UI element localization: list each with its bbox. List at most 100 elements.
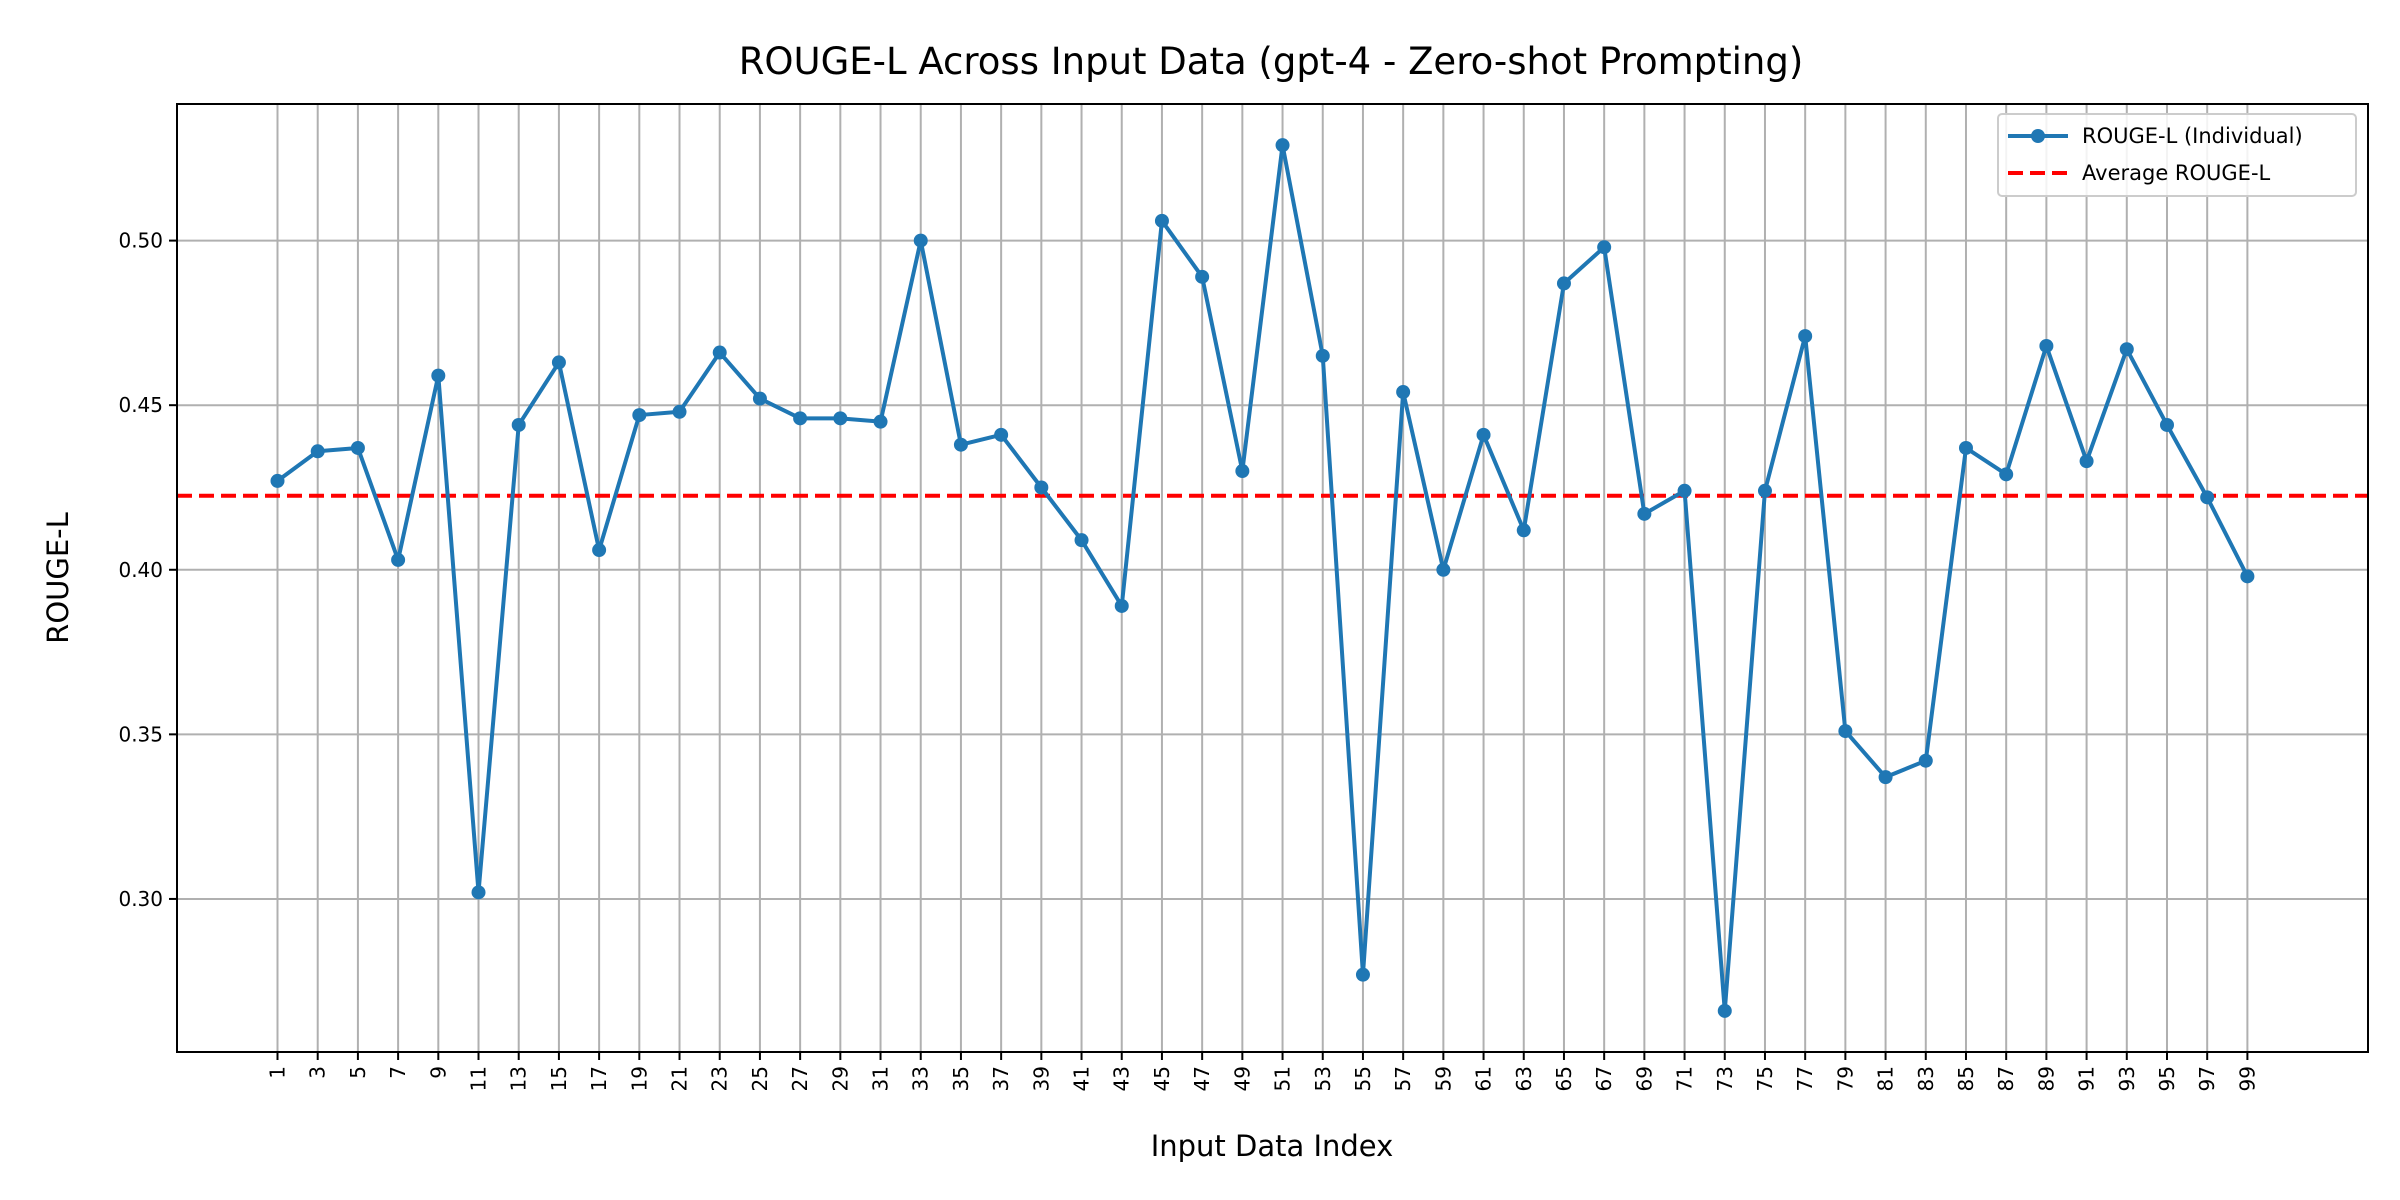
data-point: [1195, 269, 1210, 284]
data-point: [873, 414, 888, 429]
data-point: [1235, 464, 1250, 479]
data-point: [511, 417, 526, 432]
data-point: [2159, 417, 2174, 432]
x-tick-label: 19: [627, 1066, 651, 1091]
data-point: [1476, 427, 1491, 442]
data-point: [1878, 770, 1893, 785]
data-point: [1275, 138, 1290, 153]
data-point: [994, 427, 1009, 442]
x-tick-label: 9: [426, 1066, 450, 1079]
x-tick-label: 7: [386, 1066, 410, 1079]
x-tick-label: 95: [2155, 1066, 2179, 1091]
data-point: [752, 391, 767, 406]
data-point: [471, 885, 486, 900]
x-tick-label: 77: [1793, 1066, 1817, 1091]
x-tick-label: 1: [266, 1066, 290, 1079]
data-point: [1556, 276, 1571, 291]
data-point: [793, 411, 808, 426]
x-tick-label: 61: [1472, 1066, 1496, 1091]
x-tick-label: 51: [1271, 1066, 1295, 1091]
x-tick-label: 91: [2075, 1066, 2099, 1091]
data-point: [1637, 506, 1652, 521]
data-point: [913, 233, 928, 248]
x-tick-label: 73: [1713, 1066, 1737, 1091]
x-tick-label: 29: [828, 1066, 852, 1091]
legend-series-marker: [2031, 129, 2045, 143]
data-point: [391, 552, 406, 567]
x-tick-label: 13: [507, 1066, 531, 1091]
x-tick-label: 3: [306, 1066, 330, 1079]
data-point: [350, 440, 365, 455]
x-tick-label: 85: [1954, 1066, 1978, 1091]
data-point: [431, 368, 446, 383]
x-tick-label: 23: [708, 1066, 732, 1091]
chart-title: ROUGE-L Across Input Data (gpt-4 - Zero-…: [739, 40, 1804, 83]
x-tick-label: 67: [1592, 1066, 1616, 1091]
x-tick-label: 39: [1029, 1066, 1053, 1091]
x-tick-label: 25: [748, 1066, 772, 1091]
data-point: [1034, 480, 1049, 495]
x-tick-label: 71: [1673, 1066, 1697, 1091]
data-point: [270, 473, 285, 488]
y-tick-label: 0.30: [118, 887, 163, 911]
y-tick-label: 0.45: [118, 393, 163, 417]
y-tick-label: 0.35: [118, 722, 163, 746]
legend-series-label: ROUGE-L (Individual): [2082, 124, 2303, 148]
y-tick-label: 0.50: [118, 229, 163, 253]
data-point: [2039, 338, 2054, 353]
data-point: [1838, 724, 1853, 739]
data-point: [1074, 533, 1089, 548]
data-point: [1677, 483, 1692, 498]
data-point: [953, 437, 968, 452]
data-point: [310, 444, 325, 459]
x-tick-label: 63: [1512, 1066, 1536, 1091]
x-tick-label: 59: [1431, 1066, 1455, 1091]
legend: ROUGE-L (Individual) Average ROUGE-L: [1997, 113, 2357, 197]
x-tick-label: 33: [909, 1066, 933, 1091]
data-point: [1114, 598, 1129, 613]
data-point: [1315, 348, 1330, 363]
x-tick-label: 55: [1351, 1066, 1375, 1091]
data-point: [2119, 342, 2134, 357]
data-point: [1436, 562, 1451, 577]
x-tick-label: 17: [587, 1066, 611, 1091]
data-point: [1717, 1003, 1732, 1018]
x-tick-label: 43: [1110, 1066, 1134, 1091]
data-point: [1355, 967, 1370, 982]
ticks: 1 3 5 7 9 11 13 15 17 19 21 23 25 27 29 31 33 35 37 39 41 43 4…: [118, 229, 2259, 1092]
series-layer: [270, 138, 2255, 1018]
x-tick-label: 53: [1311, 1066, 1335, 1091]
series-line: [276, 143, 2250, 1013]
x-tick-label: 5: [346, 1066, 370, 1079]
x-tick-label: 27: [788, 1066, 812, 1091]
x-tick-label: 87: [1994, 1066, 2018, 1091]
x-tick-label: 79: [1833, 1066, 1857, 1091]
x-tick-label: 41: [1070, 1066, 1094, 1091]
data-point: [1757, 483, 1772, 498]
x-tick-label: 37: [989, 1066, 1013, 1091]
data-point: [1516, 523, 1531, 538]
data-point: [712, 345, 727, 360]
grid: [177, 104, 2368, 1052]
plot-area: [176, 103, 2369, 1053]
data-point: [551, 355, 566, 370]
x-tick-label: 75: [1753, 1066, 1777, 1091]
x-tick-label: 69: [1632, 1066, 1656, 1091]
x-tick-label: 99: [2235, 1066, 2259, 1091]
x-tick-label: 49: [1230, 1066, 1254, 1091]
x-tick-label: 89: [2034, 1066, 2058, 1091]
data-point: [2240, 569, 2255, 584]
x-tick-label: 11: [467, 1066, 491, 1091]
x-tick-label: 47: [1190, 1066, 1214, 1091]
x-tick-label: 83: [1914, 1066, 1938, 1091]
data-point: [1396, 385, 1411, 400]
y-tick-label: 0.40: [118, 558, 163, 582]
x-tick-label: 35: [949, 1066, 973, 1091]
legend-average-label: Average ROUGE-L: [2082, 161, 2271, 185]
x-tick-label: 15: [547, 1066, 571, 1091]
data-point: [632, 408, 647, 423]
x-axis-label: Input Data Index: [1151, 1129, 1394, 1163]
data-point: [592, 543, 607, 558]
x-tick-label: 81: [1874, 1066, 1898, 1091]
